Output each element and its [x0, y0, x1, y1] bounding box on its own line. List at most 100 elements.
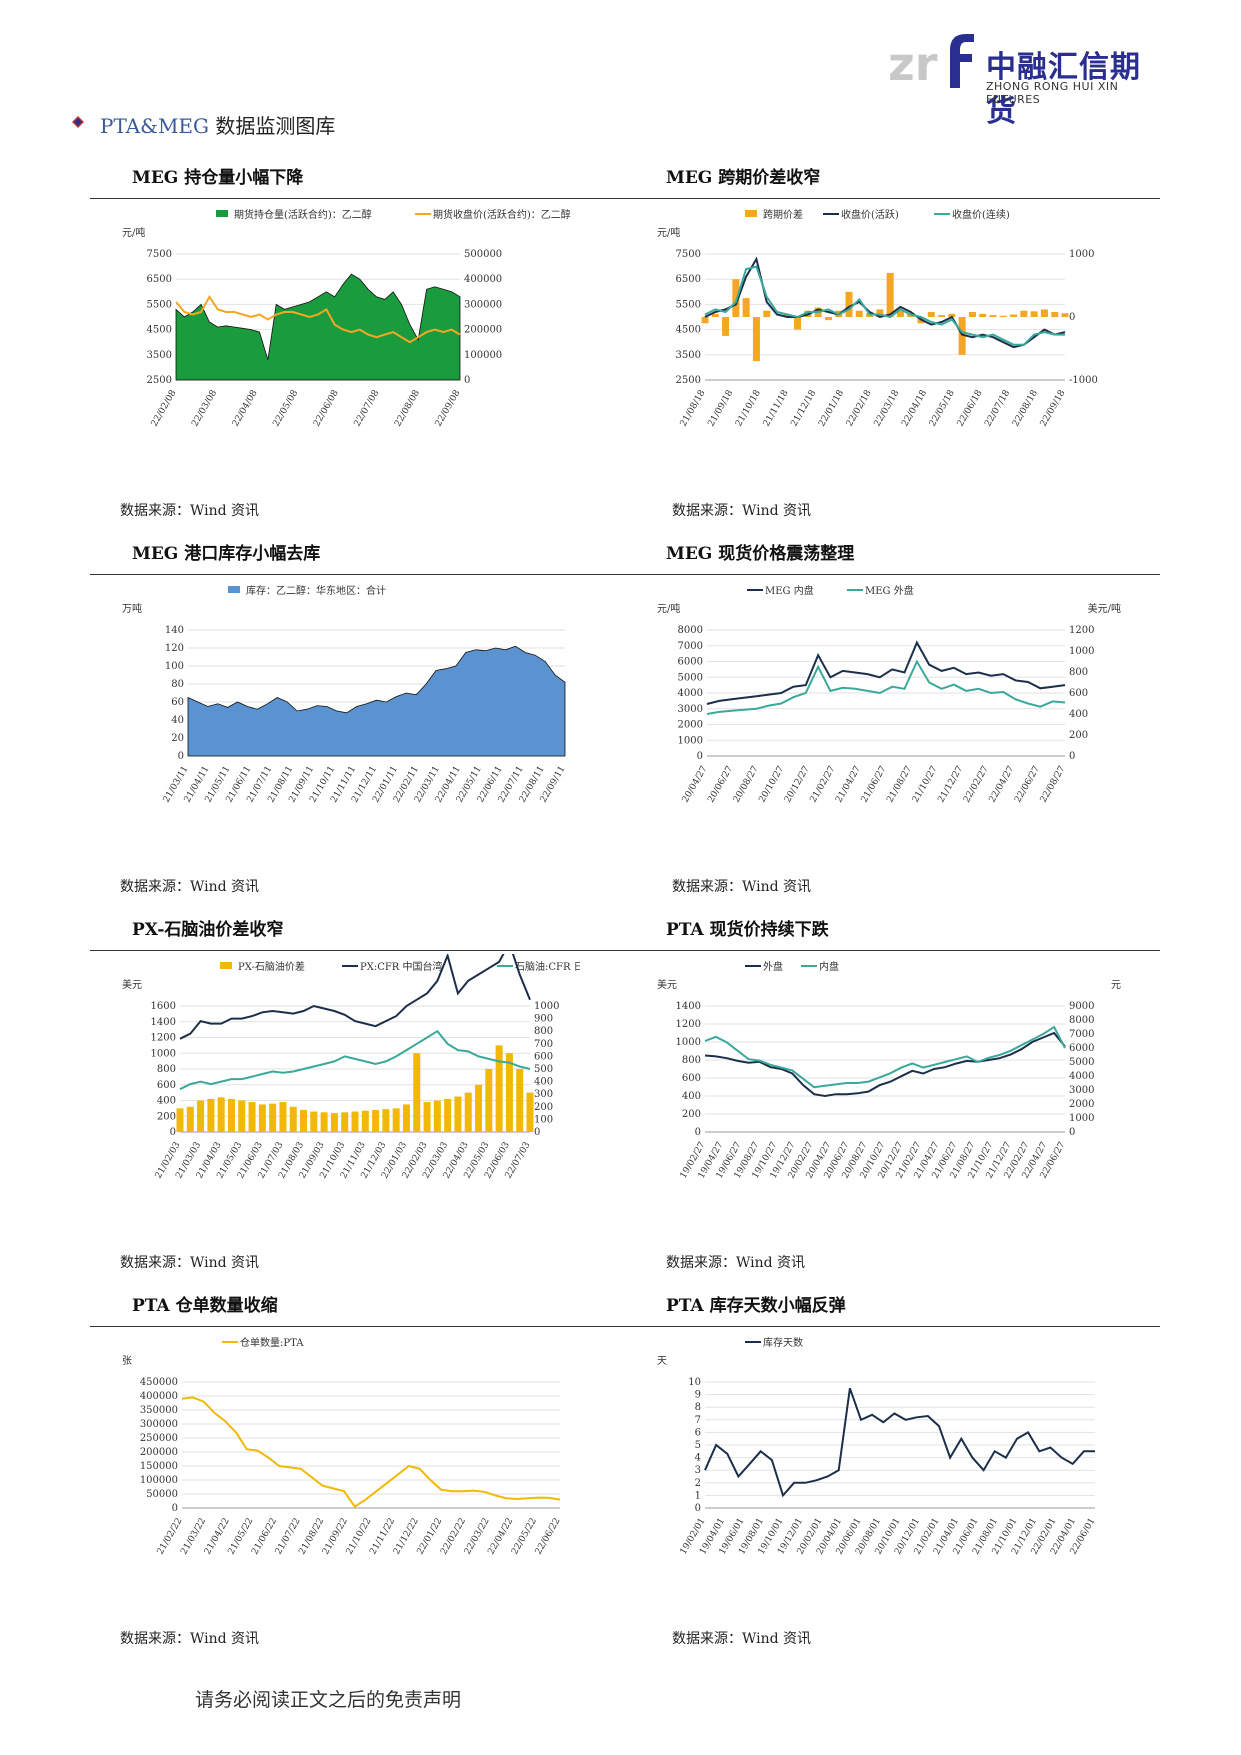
- chart-meg-spread: 跨期价差 收盘价(活跃) 收盘价(连续) 元/吨 2500 3500 4500 5500 650…: [655, 202, 1125, 492]
- panel-title-2: MEG 跨期价差收窄: [666, 168, 821, 188]
- x-tick-label: 22/05/08: [271, 388, 300, 428]
- source-note-7: 数据来源：Wind 资讯: [120, 1631, 260, 1647]
- bar-mark: [464, 1092, 472, 1132]
- bar-mark: [258, 1104, 266, 1132]
- legend-swatch: [220, 962, 232, 969]
- bar-mark: [1030, 311, 1038, 317]
- y-tick-label: 1000: [151, 1048, 176, 1059]
- y-tick-label: 250000: [140, 1433, 178, 1444]
- chart-px-naphtha: PX-石脑油价差 PX:CFR 中国台湾 石脑油:CFR 日本美元 0 200 400 60…: [120, 954, 580, 1244]
- x-tick-label: 22/09/18: [1039, 388, 1068, 428]
- bar-mark: [320, 1112, 328, 1132]
- y-tick-label: 1400: [676, 1001, 701, 1012]
- line-series: [706, 659, 1066, 715]
- y-tick-label: 1400: [151, 1017, 176, 1028]
- source-note-6: 数据来源：Wind 资讯: [666, 1255, 806, 1271]
- bar-mark: [927, 311, 935, 317]
- y-tick-label: 1200: [151, 1033, 176, 1044]
- source-note-2: 数据来源：Wind 资讯: [672, 503, 812, 519]
- footer-disclaimer: 请务必阅读正文之后的免责声明: [195, 1689, 462, 1711]
- y2-tick-label: 100000: [464, 350, 502, 361]
- y2-tick-label: 400000: [464, 274, 502, 285]
- y-tick-label: 600: [157, 1080, 176, 1091]
- x-tick-label: 22/04/18: [900, 388, 929, 428]
- source-note-5: 数据来源：Wind 资讯: [120, 1255, 260, 1271]
- y2-tick-label: 200: [534, 1102, 553, 1113]
- bar-mark: [392, 1108, 400, 1132]
- y2-tick-label: 800: [534, 1026, 553, 1037]
- x-tick-label: 20/06/27: [706, 764, 735, 804]
- y2-tick-label: 300: [534, 1089, 553, 1100]
- y-tick-label: 350000: [140, 1405, 178, 1416]
- y2-tick-label: 1000: [534, 1001, 559, 1012]
- bar-mark: [186, 1106, 194, 1132]
- y-tick-label: 0: [178, 751, 184, 762]
- y-tick-label: 0: [695, 1127, 701, 1138]
- bar-mark: [495, 1045, 503, 1132]
- y2-tick-label: 0: [534, 1127, 540, 1138]
- bar-mark: [1040, 309, 1048, 317]
- bar-mark: [423, 1102, 431, 1132]
- y-tick-label: 5500: [676, 299, 701, 310]
- section-title-cn: 数据监测图库: [215, 114, 336, 138]
- source-note-4: 数据来源：Wind 资讯: [672, 879, 812, 895]
- bar-mark: [485, 1069, 493, 1132]
- x-tick-label: 21/09/18: [706, 388, 735, 428]
- bar-mark: [176, 1108, 184, 1132]
- brand-name-cn: 中融汇信期货: [986, 50, 1141, 129]
- area-series: [187, 645, 566, 757]
- x-tick-label: 21/08/27: [885, 764, 914, 804]
- y2-tick-label: 700: [534, 1039, 553, 1050]
- bar-mark: [948, 313, 956, 317]
- bar-mark: [958, 317, 966, 355]
- chart-pta-spot: 外盘 内盘 美元 元 0 200 400 600 800 1000 1200 1400 0 1000 200…: [655, 954, 1125, 1244]
- y2-tick-label: 300000: [464, 299, 502, 310]
- bar-mark: [1061, 313, 1069, 317]
- bar-mark: [989, 315, 997, 317]
- line-series: [704, 1031, 1066, 1098]
- panel-title-1: MEG 持仓量小幅下降: [132, 168, 304, 188]
- chart-meg-spot: MEG 内盘 MEG 外盘 元/吨 美元/吨 0 1000 2000 3000 4000 5000…: [655, 578, 1125, 868]
- x-tick-label: 21/02/27: [809, 764, 838, 804]
- y-tick-label: 4500: [147, 325, 172, 336]
- y-tick-label: 0: [697, 751, 703, 762]
- y-tick-label: 5500: [147, 299, 172, 310]
- y2-tick-label: 8000: [1069, 1015, 1094, 1026]
- bar-mark: [197, 1100, 205, 1132]
- bar-mark: [402, 1104, 410, 1132]
- legend-label: PX-石脑油价差: [238, 960, 305, 973]
- y-tick-label: 3500: [676, 350, 701, 361]
- legend-label: 外盘: [763, 960, 783, 973]
- y-tick-label: 2500: [147, 375, 172, 386]
- bar-mark: [382, 1109, 390, 1132]
- line-series: [706, 640, 1066, 705]
- y-tick-label: 1200: [676, 1019, 701, 1030]
- x-tick-label: 22/04/08: [231, 388, 260, 428]
- y2-tick-label: 0: [1069, 751, 1075, 762]
- source-note-1: 数据来源：Wind 资讯: [120, 503, 260, 519]
- bar-mark: [351, 1111, 359, 1132]
- x-tick-label: 22/05/18: [928, 388, 957, 428]
- bar-mark: [763, 310, 771, 317]
- x-tick-label: 22/04/27: [988, 764, 1017, 804]
- y-tick-label: 4: [695, 1453, 701, 1464]
- line-series: [704, 1387, 1095, 1498]
- x-tick-label: 20/12/27: [783, 764, 812, 804]
- y2-tick-label: -1000: [1069, 375, 1098, 386]
- y-tick-label: 0: [170, 1127, 176, 1138]
- y-tick-label: 3: [695, 1465, 701, 1476]
- y2-tick-label: 400: [1069, 709, 1088, 720]
- y2-tick-label: 500: [534, 1064, 553, 1075]
- x-tick-label: 22/06/08: [312, 388, 341, 428]
- bar-mark: [1020, 310, 1028, 317]
- legend-swatch: [216, 210, 228, 217]
- svg-text:zr: zr: [888, 37, 938, 90]
- bar-mark: [876, 309, 884, 317]
- x-tick-label: 21/06/27: [860, 764, 889, 804]
- y-tick-label: 1600: [151, 1001, 176, 1012]
- y-tick-label: 200: [157, 1111, 176, 1122]
- y-tick-label: 4000: [678, 688, 703, 699]
- x-tick-label: 21/08/18: [679, 388, 708, 428]
- x-tick-label: 20/08/27: [732, 764, 761, 804]
- y-tick-label: 3500: [147, 350, 172, 361]
